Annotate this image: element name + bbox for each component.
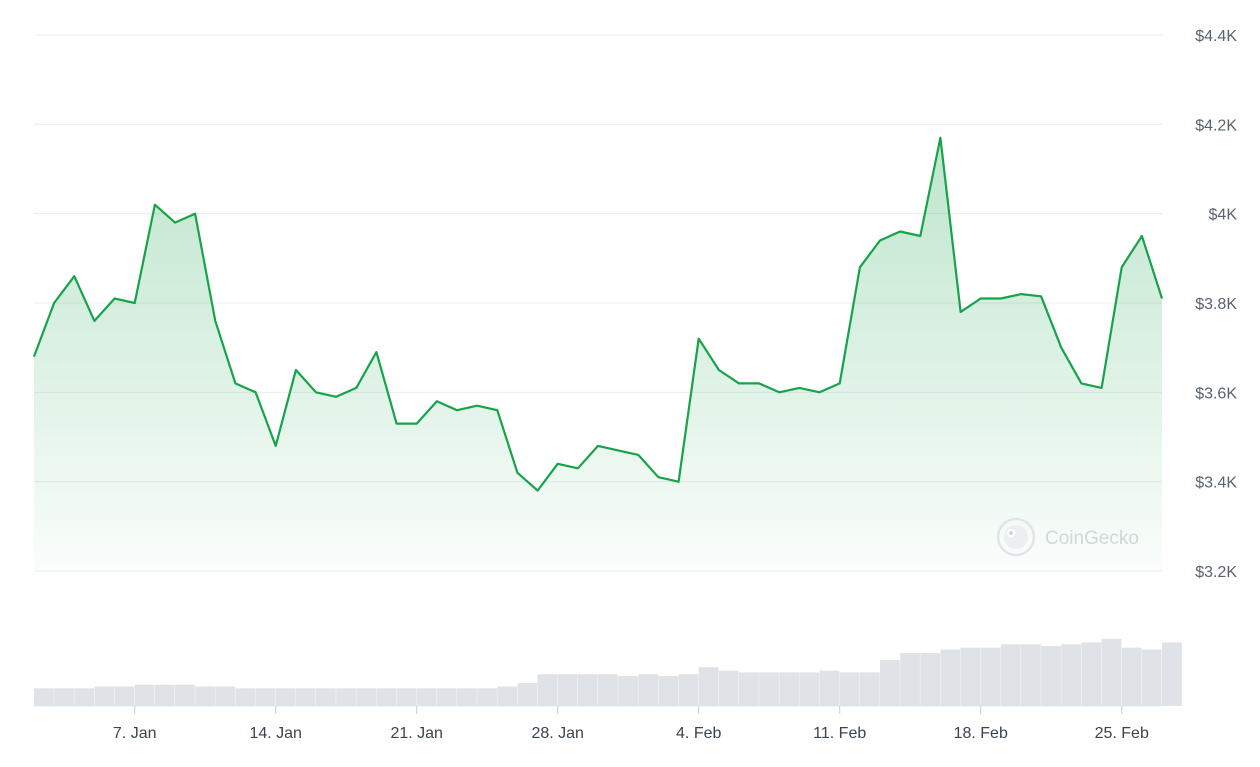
volume-bar bbox=[1121, 647, 1142, 706]
volume-bar bbox=[1061, 644, 1082, 706]
volume-bar bbox=[859, 672, 880, 706]
volume-bar bbox=[1041, 645, 1061, 706]
volume-bar bbox=[1000, 644, 1021, 706]
price-line bbox=[32, 136, 1164, 492]
volume-bar bbox=[396, 688, 417, 706]
volume-bar bbox=[175, 684, 195, 706]
x-tick-label: 18. Feb bbox=[954, 725, 1008, 742]
x-tick-label: 28. Jan bbox=[531, 725, 583, 742]
volume-bar bbox=[74, 688, 95, 706]
volume-bar bbox=[537, 674, 558, 706]
volume-bar bbox=[618, 675, 638, 706]
volume-bar bbox=[960, 647, 981, 706]
y-tick-label: $3.4K bbox=[1195, 475, 1237, 492]
coingecko-watermark: CoinGecko bbox=[996, 517, 1139, 557]
volume-bar bbox=[718, 670, 739, 706]
volume-bar bbox=[638, 674, 659, 706]
volume-bar bbox=[235, 688, 256, 706]
volume-bar bbox=[114, 686, 135, 706]
volume-bar bbox=[154, 684, 175, 706]
volume-bar bbox=[34, 688, 54, 706]
y-tick-label: $3.2K bbox=[1195, 564, 1237, 581]
volume-bar bbox=[658, 675, 679, 706]
x-tick-label: 21. Jan bbox=[390, 725, 442, 742]
volume-bar bbox=[920, 653, 941, 706]
volume-bar bbox=[94, 686, 115, 706]
volume-bar bbox=[1081, 642, 1102, 706]
volume-bar bbox=[517, 683, 538, 706]
volume-bar bbox=[1141, 649, 1162, 706]
volume-bar bbox=[497, 686, 518, 706]
volume-bar bbox=[376, 688, 397, 706]
x-tick-label: 7. Jan bbox=[113, 725, 157, 742]
volume-bar bbox=[295, 688, 316, 706]
volume-bar bbox=[134, 684, 155, 706]
volume-bar bbox=[1101, 638, 1122, 706]
x-tick-label: 14. Jan bbox=[249, 725, 301, 742]
volume-bar bbox=[839, 672, 860, 706]
volume-bar bbox=[255, 688, 276, 706]
volume-bar bbox=[799, 672, 820, 706]
volume-bar bbox=[356, 688, 377, 706]
volume-bar bbox=[1021, 644, 1041, 706]
y-tick-label: $4.2K bbox=[1195, 117, 1237, 134]
volume-bar bbox=[557, 674, 578, 706]
y-tick-label: $3.6K bbox=[1195, 385, 1237, 402]
volume-bar bbox=[779, 672, 800, 706]
price-area bbox=[34, 137, 1162, 571]
volume-bar bbox=[980, 647, 1001, 706]
price-series-line[interactable] bbox=[32, 136, 1164, 492]
volume-bar bbox=[940, 649, 961, 706]
watermark-text: CoinGecko bbox=[1045, 528, 1139, 549]
volume-bar bbox=[215, 686, 236, 706]
volume-bar bbox=[739, 672, 759, 706]
volume-bar bbox=[759, 672, 779, 706]
x-tick-label: 4. Feb bbox=[676, 725, 721, 742]
y-tick-label: $3.8K bbox=[1195, 296, 1237, 313]
volume-bar bbox=[900, 653, 920, 706]
volume-bar bbox=[1162, 642, 1182, 706]
volume-bar bbox=[436, 688, 457, 706]
y-axis-ticks: $3.2K $3.4K $3.6K $3.8K $4K $4.2K $4.4K bbox=[1195, 28, 1237, 581]
volume-bar bbox=[477, 688, 497, 706]
volume-bar bbox=[598, 674, 618, 706]
x-axis-ticks: 7. Jan 14. Jan 21. Jan 28. Jan 4. Feb 11. Feb… bbox=[113, 706, 1149, 742]
x-tick-label: 11. Feb bbox=[813, 725, 866, 742]
volume-bar bbox=[577, 674, 598, 706]
gecko-logo-icon bbox=[996, 517, 1036, 557]
volume-bar bbox=[416, 688, 437, 706]
volume-bars bbox=[34, 638, 1182, 706]
y-tick-label: $4.4K bbox=[1195, 28, 1237, 45]
y-tick-label: $4K bbox=[1209, 207, 1238, 224]
volume-bar bbox=[316, 688, 336, 706]
volume-bar bbox=[678, 674, 699, 706]
volume-bar bbox=[336, 688, 356, 706]
volume-bar bbox=[457, 688, 477, 706]
price-area-fill bbox=[34, 137, 1162, 571]
volume-bar bbox=[195, 686, 215, 706]
volume-bar bbox=[880, 660, 900, 706]
volume-bar bbox=[698, 667, 719, 706]
volume-bar bbox=[275, 688, 296, 706]
volume-bar bbox=[54, 688, 74, 706]
volume-bar bbox=[819, 670, 840, 706]
x-tick-label: 25. Feb bbox=[1095, 725, 1149, 742]
